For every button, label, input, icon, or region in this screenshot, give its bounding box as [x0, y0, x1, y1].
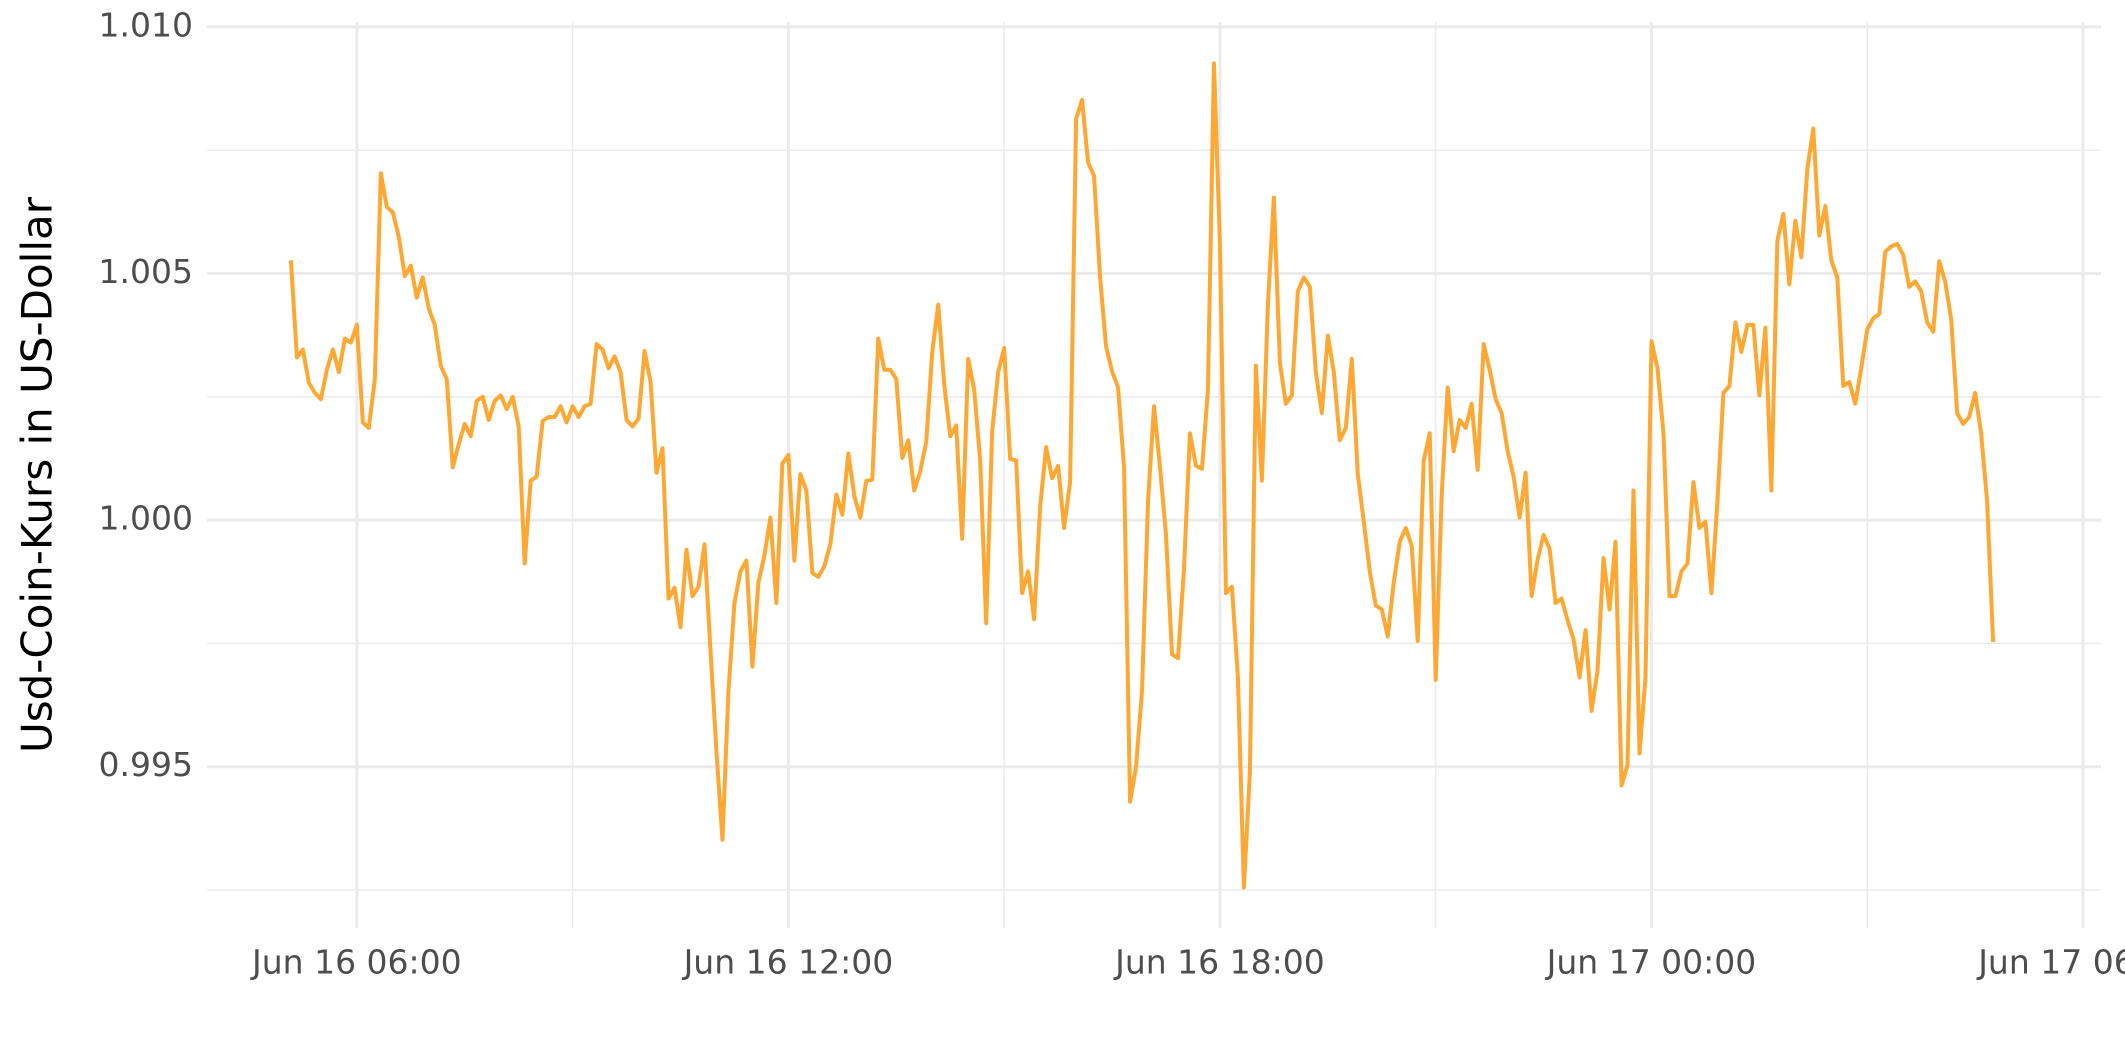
x-tick-label: Jun 16 18:00 — [1113, 943, 1325, 982]
x-tick-label: Jun 17 06:00 — [1976, 943, 2125, 982]
x-tick-label: Jun 16 12:00 — [682, 943, 894, 982]
y-axis-label: Usd-Coin-Kurs in US-Dollar — [13, 196, 62, 753]
plot — [288, 61, 1996, 890]
x-tick-label: Jun 17 00:00 — [1545, 943, 1757, 982]
x-tick-label: Jun 16 06:00 — [250, 943, 462, 982]
line — [288, 61, 1996, 890]
y-tick-label: 1.000 — [99, 499, 193, 538]
y-tick-label: 1.005 — [99, 252, 193, 291]
y-tick-label: 1.010 — [99, 5, 193, 44]
y-tick-label: 0.995 — [99, 745, 193, 784]
